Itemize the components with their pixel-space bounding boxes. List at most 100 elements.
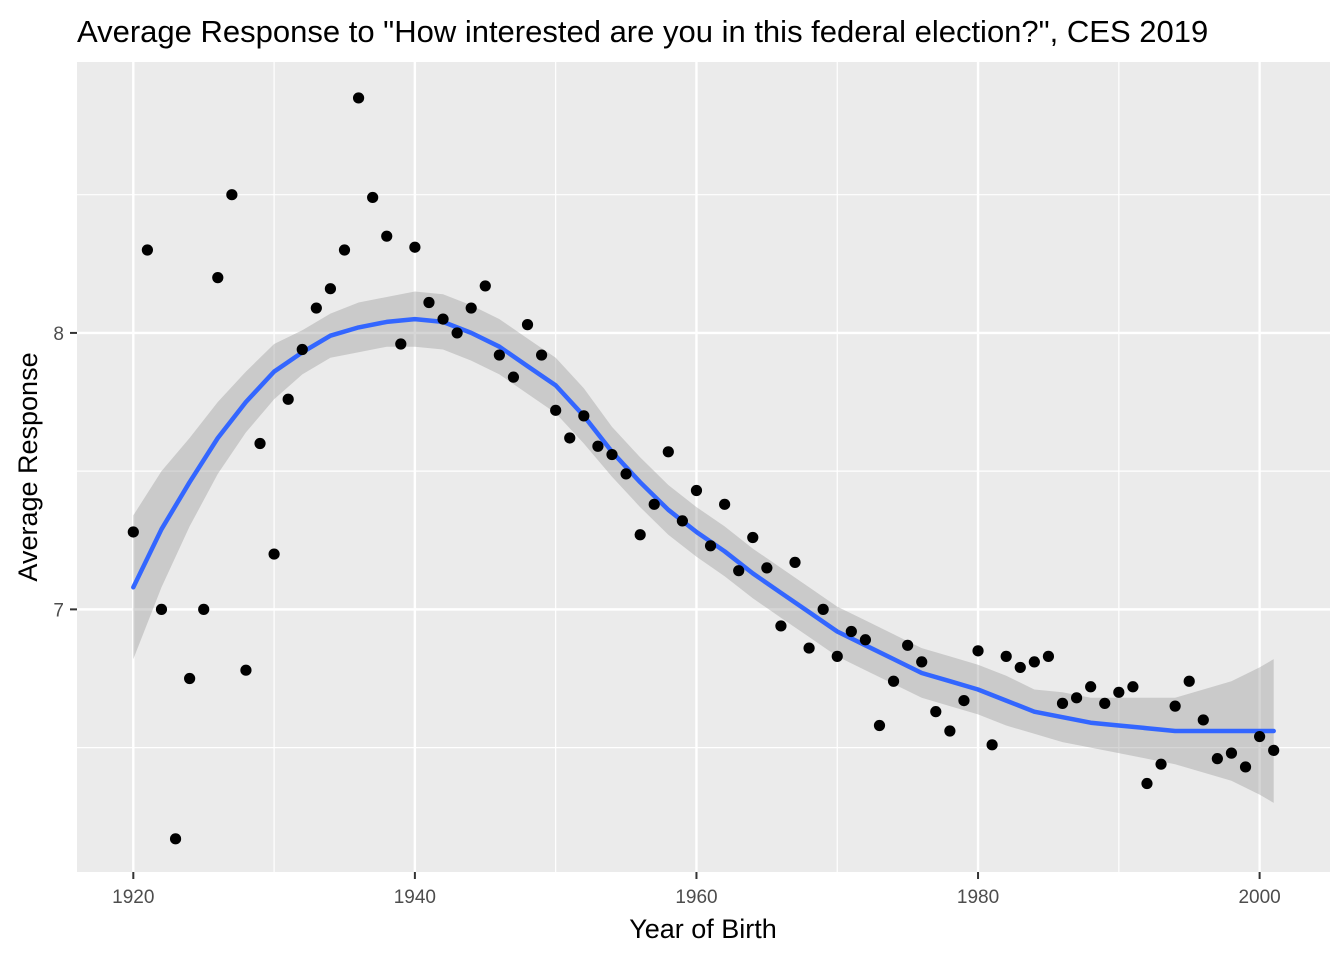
data-point bbox=[550, 404, 562, 416]
data-point bbox=[184, 672, 196, 685]
data-point bbox=[465, 302, 477, 314]
data-point bbox=[212, 272, 224, 284]
data-point bbox=[733, 565, 745, 577]
data-point bbox=[367, 191, 379, 204]
data-point bbox=[324, 283, 337, 295]
data-point bbox=[296, 343, 308, 356]
y-tick-label: 7 bbox=[53, 600, 64, 621]
data-point bbox=[803, 642, 815, 654]
data-point bbox=[620, 468, 632, 480]
data-point bbox=[789, 556, 801, 568]
data-point bbox=[479, 280, 491, 292]
data-point bbox=[902, 639, 914, 651]
data-point bbox=[1014, 661, 1026, 674]
data-point bbox=[648, 498, 660, 510]
data-point bbox=[887, 675, 900, 687]
data-point bbox=[1155, 758, 1167, 770]
data-point bbox=[240, 664, 252, 676]
data-point bbox=[592, 440, 604, 452]
data-point bbox=[310, 302, 322, 314]
data-point bbox=[169, 833, 182, 845]
x-tick-label: 1960 bbox=[675, 887, 717, 908]
data-point bbox=[944, 725, 956, 737]
data-point bbox=[127, 526, 139, 538]
data-point bbox=[859, 634, 872, 646]
y-axis-title: Average Response bbox=[13, 352, 43, 581]
data-point bbox=[676, 515, 688, 527]
data-point bbox=[1056, 697, 1069, 709]
data-point bbox=[1000, 650, 1012, 662]
data-point bbox=[198, 603, 210, 615]
data-point bbox=[1239, 761, 1252, 773]
data-point bbox=[634, 529, 646, 541]
data-point bbox=[451, 327, 463, 339]
data-point bbox=[775, 620, 787, 632]
data-point bbox=[690, 484, 703, 497]
data-point bbox=[1254, 730, 1266, 743]
major-gridlines bbox=[77, 62, 1330, 872]
data-point bbox=[395, 338, 407, 350]
data-point bbox=[381, 230, 393, 242]
data-point bbox=[817, 603, 829, 615]
data-point bbox=[282, 393, 294, 405]
data-point bbox=[1127, 681, 1139, 693]
data-point bbox=[1042, 650, 1055, 662]
confidence-band bbox=[133, 291, 1274, 803]
plot-panel bbox=[77, 62, 1330, 872]
data-point bbox=[747, 531, 759, 544]
data-point bbox=[662, 446, 674, 458]
data-point bbox=[1113, 686, 1125, 698]
axis-ticks bbox=[70, 331, 1261, 879]
data-point bbox=[352, 92, 365, 104]
x-tick-label: 1920 bbox=[112, 887, 154, 908]
x-tick-label: 2000 bbox=[1238, 887, 1280, 908]
data-point bbox=[226, 189, 238, 201]
data-point bbox=[1070, 692, 1083, 704]
data-points bbox=[127, 92, 1280, 845]
data-point bbox=[535, 349, 548, 361]
data-point bbox=[578, 410, 590, 422]
data-point bbox=[845, 625, 857, 638]
data-point bbox=[1169, 700, 1181, 712]
data-point bbox=[1268, 744, 1280, 756]
data-point bbox=[761, 562, 773, 574]
data-point bbox=[254, 437, 266, 450]
data-point bbox=[1028, 656, 1040, 668]
data-point bbox=[930, 706, 942, 718]
data-point bbox=[338, 244, 351, 256]
data-point bbox=[507, 371, 520, 383]
data-point bbox=[1225, 747, 1238, 759]
data-point bbox=[958, 695, 970, 707]
x-axis-title: Year of Birth bbox=[629, 914, 777, 944]
x-axis-tick-labels: 1920 1940 1960 1980 2000 bbox=[112, 887, 1281, 908]
data-point bbox=[606, 448, 618, 461]
data-point bbox=[972, 645, 984, 657]
data-point bbox=[521, 319, 534, 331]
data-point bbox=[564, 432, 576, 444]
data-point bbox=[1085, 681, 1097, 693]
y-axis-tick-labels: 78 bbox=[53, 324, 64, 621]
data-point bbox=[986, 739, 998, 751]
data-point bbox=[423, 296, 435, 309]
chart-title: Average Response to "How interested are … bbox=[77, 14, 1208, 49]
data-point bbox=[493, 349, 505, 361]
data-point bbox=[831, 650, 843, 662]
data-point bbox=[141, 244, 153, 256]
minor-gridlines bbox=[77, 62, 1330, 872]
data-point bbox=[1141, 777, 1153, 790]
data-point bbox=[1099, 697, 1111, 709]
x-tick-label: 1940 bbox=[394, 887, 436, 908]
data-point bbox=[704, 540, 717, 552]
confidence-ribbon bbox=[133, 291, 1274, 803]
y-tick-label: 8 bbox=[53, 324, 64, 345]
data-point bbox=[719, 498, 731, 510]
data-point bbox=[916, 656, 928, 668]
x-tick-label: 1980 bbox=[957, 887, 999, 908]
data-point bbox=[409, 241, 421, 253]
data-point bbox=[873, 719, 886, 732]
data-point bbox=[1183, 675, 1195, 687]
data-point bbox=[1197, 714, 1209, 726]
data-point bbox=[437, 313, 449, 325]
data-point bbox=[268, 548, 280, 560]
